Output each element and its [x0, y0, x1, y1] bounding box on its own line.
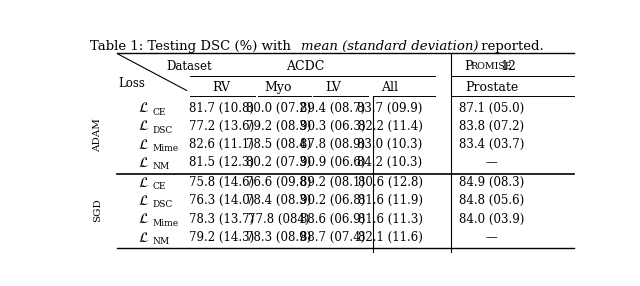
Text: 82.6 (11.1): 82.6 (11.1) [189, 138, 254, 151]
Text: 76.6 (09.8): 76.6 (09.8) [246, 176, 311, 189]
Text: 88.7 (07.4): 88.7 (07.4) [300, 231, 365, 244]
Text: Loss: Loss [118, 77, 145, 90]
Text: 83.7 (09.9): 83.7 (09.9) [357, 102, 422, 115]
Text: Mime: Mime [153, 144, 179, 153]
Text: Dataset: Dataset [167, 60, 212, 73]
Text: 84.2 (10.3): 84.2 (10.3) [357, 156, 422, 169]
Text: 77.8 (084): 77.8 (084) [248, 213, 309, 226]
Text: 78.4 (08.3): 78.4 (08.3) [246, 194, 311, 207]
Text: 87.1 (05.0): 87.1 (05.0) [459, 102, 524, 115]
Text: NM: NM [153, 237, 170, 246]
Text: 90.2 (06.8): 90.2 (06.8) [300, 194, 365, 207]
Text: 84.8 (05.6): 84.8 (05.6) [459, 194, 524, 207]
Text: 80.2 (07.3): 80.2 (07.3) [246, 156, 311, 169]
Text: —: — [486, 231, 497, 244]
Text: 81.7 (10.8): 81.7 (10.8) [189, 102, 254, 115]
Text: 79.2 (14.3): 79.2 (14.3) [189, 231, 254, 244]
Text: 90.9 (06.6): 90.9 (06.6) [300, 156, 365, 169]
Text: CE: CE [153, 108, 166, 117]
Text: 83.4 (03.7): 83.4 (03.7) [459, 138, 524, 151]
Text: ACDC: ACDC [287, 60, 325, 73]
Text: 80.0 (07.2): 80.0 (07.2) [246, 102, 311, 115]
Text: 78.3 (08.9): 78.3 (08.9) [246, 231, 311, 244]
Text: 75.8 (14.6): 75.8 (14.6) [189, 176, 254, 189]
Text: 80.6 (12.8): 80.6 (12.8) [358, 176, 422, 189]
Text: 79.2 (08.3): 79.2 (08.3) [246, 120, 311, 133]
Text: 76.3 (14.0): 76.3 (14.0) [189, 194, 254, 207]
Text: 83.0 (10.3): 83.0 (10.3) [357, 138, 422, 151]
Text: Mime: Mime [153, 219, 179, 228]
Text: $\mathcal{L}$: $\mathcal{L}$ [138, 176, 150, 190]
Text: NM: NM [153, 162, 170, 171]
Text: —: — [486, 156, 497, 169]
Text: 89.2 (08.1): 89.2 (08.1) [300, 176, 365, 189]
Text: 82.1 (11.6): 82.1 (11.6) [358, 231, 422, 244]
Text: $\mathcal{L}$: $\mathcal{L}$ [138, 138, 150, 152]
Text: CE: CE [153, 182, 166, 191]
Text: DSC: DSC [153, 126, 173, 135]
Text: DSC: DSC [153, 200, 173, 209]
Text: 81.6 (11.9): 81.6 (11.9) [358, 194, 422, 207]
Text: 82.2 (11.4): 82.2 (11.4) [358, 120, 422, 133]
Text: 12: 12 [500, 60, 516, 73]
Text: All: All [381, 81, 399, 94]
Text: $\mathcal{L}$: $\mathcal{L}$ [138, 194, 150, 208]
Text: Table 1: Testing DSC (%) with: Table 1: Testing DSC (%) with [90, 40, 295, 53]
Text: 78.5 (08.4): 78.5 (08.4) [246, 138, 311, 151]
Text: 90.3 (06.3): 90.3 (06.3) [300, 120, 365, 133]
Text: 78.3 (13.7): 78.3 (13.7) [189, 213, 254, 226]
Text: SGD: SGD [93, 198, 102, 222]
Text: 87.8 (08.9): 87.8 (08.9) [300, 138, 365, 151]
Text: 84.9 (08.3): 84.9 (08.3) [459, 176, 524, 189]
Text: 81.5 (12.3): 81.5 (12.3) [189, 156, 254, 169]
Text: P: P [465, 60, 473, 73]
Text: ADAM: ADAM [93, 119, 102, 152]
Text: $\mathcal{L}$: $\mathcal{L}$ [138, 101, 150, 115]
Text: reported.: reported. [477, 40, 543, 53]
Text: Prostate: Prostate [465, 81, 518, 94]
Text: $\mathcal{L}$: $\mathcal{L}$ [138, 231, 150, 245]
Text: Myo: Myo [265, 81, 292, 94]
Text: ROMISE: ROMISE [470, 62, 512, 71]
Text: $\mathcal{L}$: $\mathcal{L}$ [138, 156, 150, 170]
Text: 89.4 (08.7): 89.4 (08.7) [300, 102, 365, 115]
Text: $\mathcal{L}$: $\mathcal{L}$ [138, 212, 150, 226]
Text: 77.2 (13.6): 77.2 (13.6) [189, 120, 254, 133]
Text: 81.6 (11.3): 81.6 (11.3) [358, 213, 422, 226]
Text: 83.8 (07.2): 83.8 (07.2) [459, 120, 524, 133]
Text: 88.6 (06.9): 88.6 (06.9) [300, 213, 365, 226]
Text: LV: LV [325, 81, 341, 94]
Text: 84.0 (03.9): 84.0 (03.9) [459, 213, 524, 226]
Text: $\mathcal{L}$: $\mathcal{L}$ [138, 119, 150, 133]
Text: RV: RV [212, 81, 230, 94]
Text: mean (standard deviation): mean (standard deviation) [301, 40, 478, 53]
